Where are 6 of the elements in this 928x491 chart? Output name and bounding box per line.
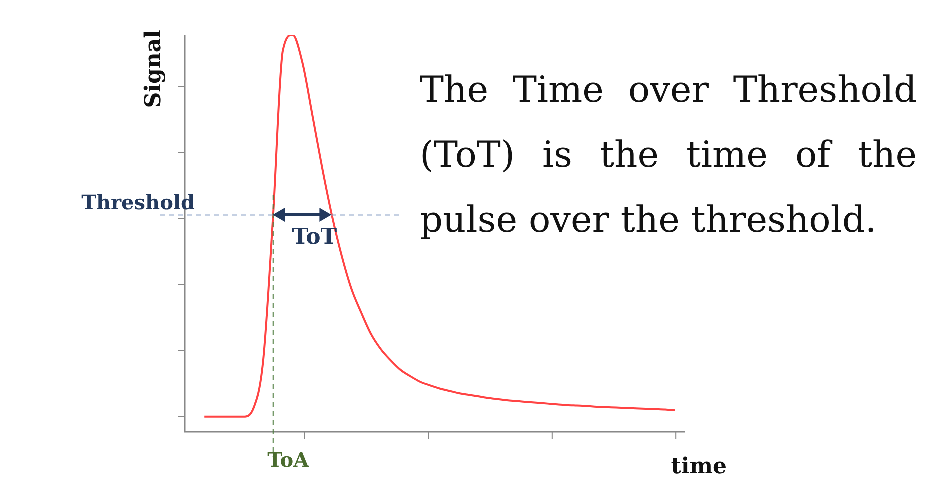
- annotation: The Time over Threshold (ToT) is the time of the pulse over the threshold.: [420, 69, 917, 243]
- text: ToA: [268, 448, 310, 472]
- annotation: ToT: [292, 224, 338, 250]
- y-axis-title: Signal: [140, 30, 167, 108]
- ref-line-label: Threshold: [82, 190, 195, 214]
- x-axis-title: time: [671, 454, 727, 480]
